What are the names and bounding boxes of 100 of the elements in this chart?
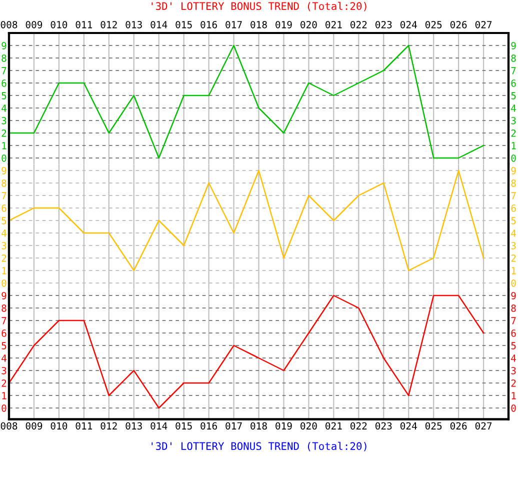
y-tick-label: 9	[2, 292, 6, 300]
x-tick-label: 020	[300, 422, 317, 430]
y-tick-label: 4	[2, 230, 6, 237]
x-tick-label: 026	[450, 422, 467, 430]
y2-tick-label: 8	[511, 54, 516, 62]
y-tick-label: 8	[2, 180, 6, 187]
x-tick-label: 023	[375, 20, 392, 28]
y2-tick-label: 4	[511, 230, 516, 237]
y-tick-label: 3	[2, 117, 6, 124]
y-tick-label: 8	[2, 54, 6, 62]
y2-tick-label: 5	[511, 92, 516, 100]
y-tick-label: 3	[2, 367, 6, 374]
y2-tick-label: 0	[511, 404, 516, 412]
y2-tick-label: 1	[512, 142, 516, 150]
x-tick-label: 012	[100, 20, 117, 28]
y2-tick-label: 2	[511, 130, 516, 137]
x-tick-label: 009	[26, 20, 42, 28]
x-tick-label: 018	[250, 422, 267, 430]
y2-tick-label: 4	[511, 104, 516, 112]
x-tick-label: 011	[76, 20, 92, 28]
y2-tick-label: 2	[511, 254, 516, 262]
y-tick-label: 1	[2, 392, 6, 400]
x-tick-label: 014	[150, 20, 168, 28]
x-tick-label: 015	[176, 20, 192, 28]
x-tick-label: 021	[326, 20, 342, 28]
y-tick-label: 9	[2, 42, 6, 50]
x-tick-label: 013	[126, 422, 142, 430]
x-tick-label: 019	[276, 20, 292, 28]
y-tick-label: 4	[2, 354, 6, 362]
y2-tick-label: 3	[511, 367, 516, 374]
x-tick-label: 010	[50, 422, 68, 430]
x-tick-label: 023	[375, 422, 392, 430]
chart-title: '3D' LOTTERY BONUS TREND (Total:20)	[152, 2, 366, 12]
y2-tick-label: 5	[511, 342, 516, 350]
x-tick-label: 018	[250, 20, 267, 28]
y-tick-label: 3	[2, 242, 6, 250]
x-tick-label: 014	[150, 422, 168, 430]
x-tick-label: 021	[326, 422, 342, 430]
y2-tick-label: 8	[511, 304, 516, 312]
line-series	[8, 44, 484, 159]
x-tick-label: 026	[450, 20, 467, 28]
x-tick-label: 027	[475, 422, 492, 430]
x-tick-label: 025	[425, 422, 442, 430]
y-tick-label: 6	[2, 330, 6, 337]
y-tick-label: 7	[2, 192, 6, 200]
y-tick-label: 1	[2, 267, 6, 274]
line-series	[8, 170, 484, 272]
x-tick-label: 013	[126, 20, 142, 28]
y2-tick-label: 0	[511, 280, 516, 287]
x-tick-label: 022	[350, 422, 367, 430]
x-tick-label: 022	[350, 20, 367, 28]
text: '3D' LOTTERY BONUS TREND (Total:20)	[152, 442, 366, 452]
x-tick-label: 010	[50, 20, 68, 28]
y-tick-label: 0	[2, 404, 6, 412]
y-tick-label: 2	[2, 254, 6, 262]
x-tick-label: 025	[425, 20, 442, 28]
y-tick-label: 2	[2, 130, 6, 137]
y2-tick-label: 7	[511, 317, 516, 324]
x-tick-label: 016	[200, 422, 217, 430]
y2-tick-label: 8	[511, 180, 516, 187]
y2-tick-label: 3	[511, 117, 516, 124]
x-tick-label: 011	[76, 422, 92, 430]
x-tick-label: 027	[475, 20, 492, 28]
y2-tick-label: 6	[511, 80, 516, 87]
y-tick-label: 1	[2, 142, 6, 150]
y2-tick-label: 2	[511, 380, 516, 387]
x-tick-label: 017	[226, 422, 242, 430]
y-tick-label: 9	[2, 167, 6, 174]
x-tick-label: 020	[300, 20, 317, 28]
y2-tick-label: 7	[511, 192, 516, 200]
y2-tick-label: 0	[511, 154, 516, 162]
y2-tick-label: 6	[511, 204, 516, 212]
x-tick-label: 017	[226, 20, 242, 28]
y-tick-label: 5	[2, 217, 6, 224]
x-tick-label: 024	[400, 20, 417, 28]
y2-tick-label: 7	[511, 67, 516, 74]
y2-tick-label: 4	[511, 354, 516, 362]
y-tick-label: 6	[2, 80, 6, 87]
y-tick-label: 0	[2, 154, 6, 162]
x-tick-label: 015	[176, 422, 192, 430]
x-tick-label: 009	[26, 422, 42, 430]
y2-tick-label: 1	[512, 267, 516, 274]
y2-tick-label: 9	[511, 42, 516, 50]
y2-tick-label: 9	[511, 167, 516, 174]
y-tick-label: 7	[2, 67, 6, 74]
y2-tick-label: 1	[512, 392, 516, 400]
y-tick-label: 4	[2, 104, 6, 112]
y2-tick-label: 5	[511, 217, 516, 224]
line-series	[8, 294, 484, 409]
y-tick-label: 2	[2, 380, 6, 387]
y-tick-label: 7	[2, 317, 6, 324]
y-tick-label: 6	[2, 204, 6, 212]
x-tick-label: 019	[276, 422, 292, 430]
y-tick-label: 8	[2, 304, 6, 312]
y-tick-label: 5	[2, 342, 6, 350]
y-tick-label: 0	[2, 280, 6, 287]
x-tick-label: 008	[0, 422, 18, 430]
x-tick-label: 012	[100, 422, 117, 430]
y-tick-label: 5	[2, 92, 6, 100]
y2-tick-label: 6	[511, 330, 516, 337]
